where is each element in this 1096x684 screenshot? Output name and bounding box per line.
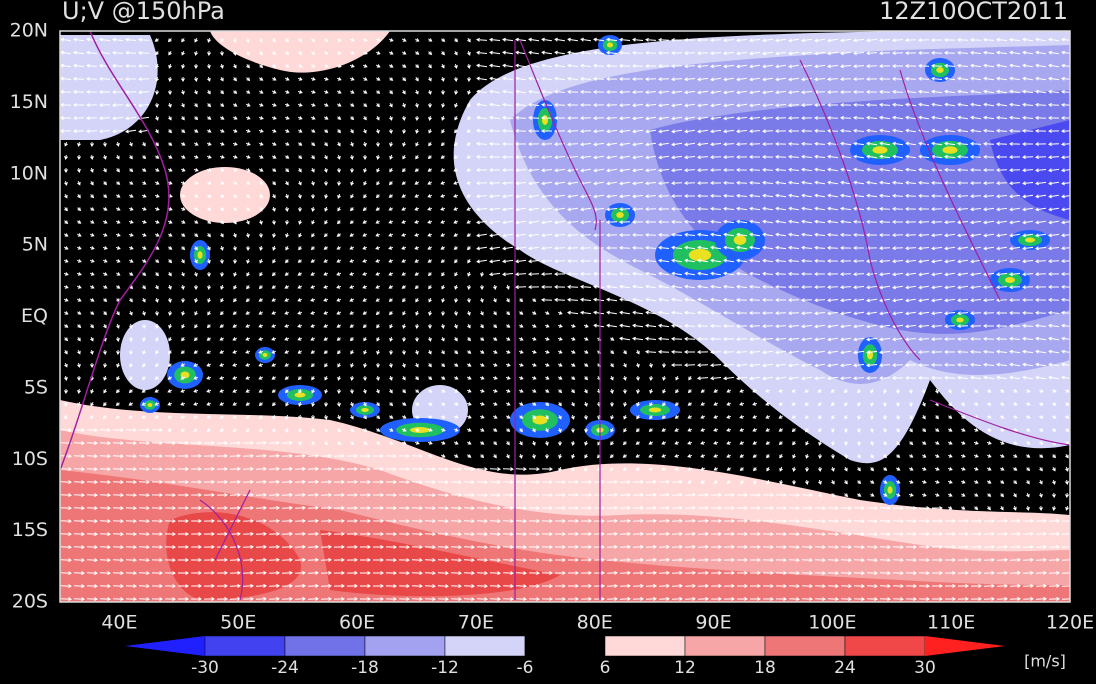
convection-cell — [936, 67, 944, 73]
lat-label: 10S — [12, 448, 48, 470]
colorbar-label: -30 — [191, 658, 219, 678]
lat-label: 15S — [12, 519, 48, 541]
lon-label: 40E — [101, 612, 137, 634]
easterly-northwest — [60, 35, 158, 140]
convection-cell — [294, 392, 306, 398]
coastline — [60, 31, 170, 471]
convection-cell — [887, 486, 893, 494]
map-title: U;V @150hPa — [62, 0, 225, 25]
lon-label: 90E — [695, 612, 731, 634]
colorbar-bin — [764, 635, 846, 657]
lon-label: 110E — [927, 612, 975, 634]
lat-label: 10N — [10, 162, 48, 184]
convection-cell — [616, 212, 624, 218]
lon-label: 70E — [458, 612, 494, 634]
colorbar-label: -24 — [271, 658, 299, 678]
colorbar-bin — [444, 635, 526, 657]
colorbar-label: 18 — [754, 658, 776, 678]
lon-label: 100E — [808, 612, 856, 634]
lon-label: 80E — [577, 612, 613, 634]
colorbar-bin — [844, 635, 926, 657]
colorbar-bin — [604, 635, 686, 657]
colorbar: -30 -24 -18 -12 -6 6 12 18 24 30 [m/s] — [125, 635, 1066, 678]
convection-cell — [872, 146, 888, 154]
lon-label: 60E — [339, 612, 375, 634]
map-fill — [60, 31, 1070, 602]
coastline — [514, 39, 601, 600]
colorbar-arrow-low — [125, 636, 205, 656]
lat-label: 20N — [10, 20, 48, 42]
convection-cell — [147, 403, 153, 407]
convection-cell — [688, 248, 712, 262]
easterly-pocket — [120, 320, 170, 390]
colorbar-bin — [204, 635, 286, 657]
colorbar-label: 30 — [914, 658, 936, 678]
anticyclone-north — [210, 31, 390, 73]
convection-cell — [262, 353, 268, 357]
map-frame — [59, 30, 1071, 603]
coastline — [199, 489, 251, 601]
convection-cell — [648, 407, 662, 413]
convection-cell — [410, 427, 430, 433]
convection-cell — [197, 251, 203, 259]
colorbar-label: 12 — [674, 658, 696, 678]
convection-cell — [361, 408, 369, 412]
colorbar-arrow-high — [925, 636, 1005, 656]
convection-cell — [733, 235, 747, 245]
map-date: 12Z10OCT2011 — [879, 0, 1068, 25]
convection-cell — [607, 42, 613, 48]
coastline — [799, 59, 1070, 446]
colorbar-bin — [284, 635, 366, 657]
colorbar-bin — [364, 635, 446, 657]
convection-cell — [1025, 237, 1035, 243]
lat-label: 15N — [10, 91, 48, 113]
westerly-strong — [60, 470, 1070, 602]
convection-cell — [542, 115, 548, 125]
colorbar-bin — [684, 635, 766, 657]
lon-label: 50E — [220, 612, 256, 634]
colorbar-label: -18 — [351, 658, 379, 678]
colorbar-label: -12 — [431, 658, 459, 678]
colorbar-label: 6 — [600, 658, 611, 678]
colorbar-label: -6 — [517, 658, 534, 678]
lat-label: 20S — [12, 591, 48, 613]
convection-cell — [942, 146, 958, 154]
colorbar-unit: [m/s] — [1024, 652, 1066, 671]
convection-cell — [956, 317, 964, 323]
anticyclone-west — [180, 167, 270, 223]
lat-label: 5N — [22, 234, 48, 256]
convection-cell — [1005, 277, 1015, 283]
lat-label: EQ — [21, 305, 48, 327]
colorbar-bin — [524, 635, 606, 657]
lon-label: 120E — [1046, 612, 1094, 634]
map-area — [59, 30, 1071, 603]
lat-label: 5S — [24, 376, 48, 398]
convection-cell — [532, 415, 548, 425]
colorbar-label: 24 — [834, 658, 856, 678]
